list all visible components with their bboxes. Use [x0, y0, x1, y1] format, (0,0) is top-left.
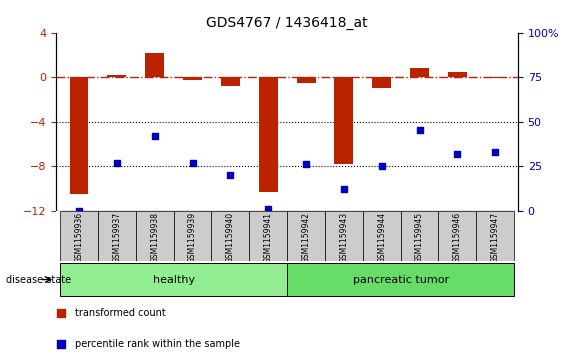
Bar [259, 77, 278, 192]
Bar [439, 211, 476, 261]
Point [415, 128, 424, 134]
Text: percentile rank within the sample: percentile rank within the sample [75, 339, 240, 349]
Bar [212, 211, 249, 261]
Point [150, 133, 159, 139]
Bar [70, 77, 88, 194]
Point [113, 160, 122, 166]
Point [325, 185, 334, 191]
Bar [325, 211, 363, 261]
Bar [334, 77, 354, 164]
Text: transformed count: transformed count [75, 308, 166, 318]
Bar [448, 72, 467, 77]
Bar [136, 211, 173, 261]
Bar [221, 77, 240, 86]
Bar [287, 211, 325, 261]
Bar [173, 211, 212, 261]
Text: GSM1159945: GSM1159945 [415, 212, 424, 263]
Bar [145, 53, 164, 77]
Bar [183, 77, 202, 81]
Text: GSM1159936: GSM1159936 [74, 212, 83, 263]
Bar [476, 211, 514, 261]
Text: healthy: healthy [153, 274, 195, 285]
Point [188, 160, 197, 166]
Text: GSM1159942: GSM1159942 [302, 212, 311, 263]
Text: GSM1159941: GSM1159941 [263, 212, 272, 263]
Text: GSM1159940: GSM1159940 [226, 212, 235, 263]
Text: GSM1159937: GSM1159937 [113, 212, 122, 263]
Point [491, 149, 500, 155]
Point [377, 163, 386, 169]
Point [226, 172, 235, 178]
Bar [486, 77, 504, 78]
Bar [60, 211, 98, 261]
Point [302, 162, 311, 167]
Text: GSM1159939: GSM1159939 [188, 212, 197, 263]
Text: GSM1159944: GSM1159944 [377, 212, 386, 263]
Bar [108, 75, 126, 77]
Text: GSM1159943: GSM1159943 [339, 212, 348, 263]
Bar [249, 211, 287, 261]
Text: GSM1159947: GSM1159947 [491, 212, 500, 263]
Bar [60, 263, 287, 296]
Text: disease state: disease state [6, 274, 71, 285]
Text: pancreatic tumor: pancreatic tumor [352, 274, 449, 285]
Point [74, 208, 83, 213]
Bar [372, 77, 391, 88]
Point [263, 206, 272, 212]
Bar [98, 211, 136, 261]
Point [339, 186, 348, 192]
Bar [287, 263, 514, 296]
Title: GDS4767 / 1436418_at: GDS4767 / 1436418_at [206, 16, 368, 30]
Bar [410, 68, 429, 77]
Point [453, 151, 462, 156]
Text: GSM1159946: GSM1159946 [453, 212, 462, 263]
Bar [401, 211, 439, 261]
Text: GSM1159938: GSM1159938 [150, 212, 159, 263]
Bar [297, 77, 315, 83]
Bar [363, 211, 401, 261]
